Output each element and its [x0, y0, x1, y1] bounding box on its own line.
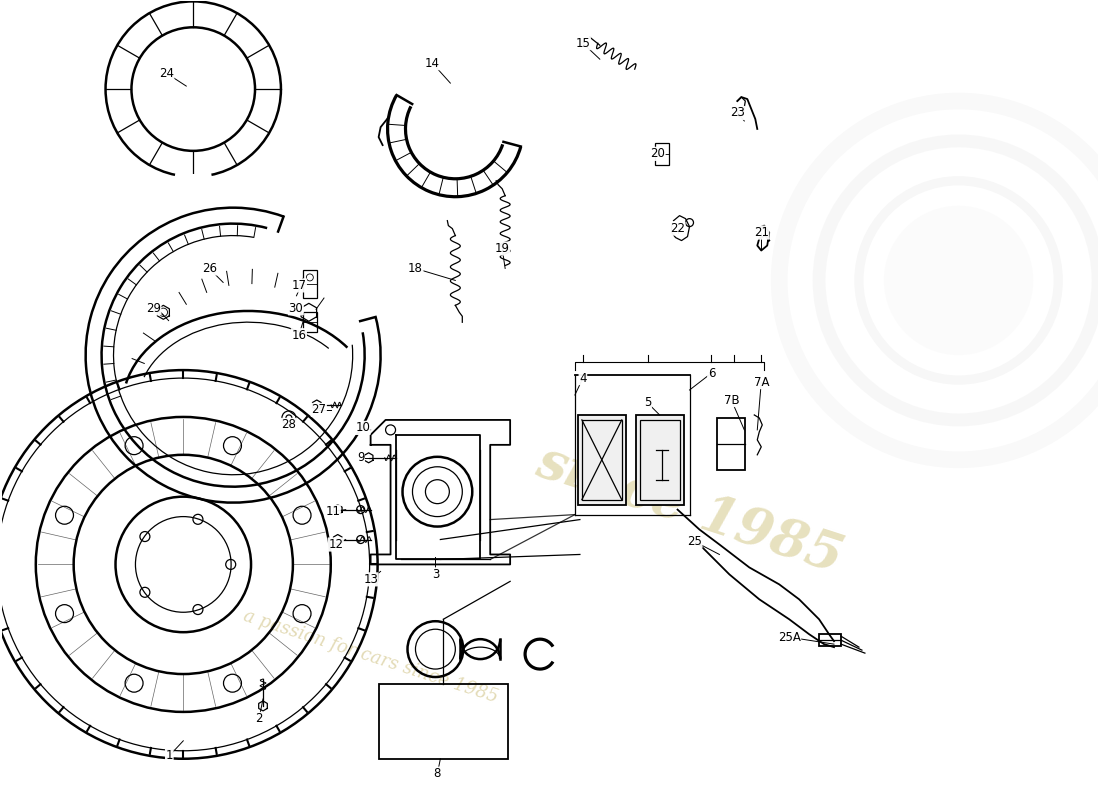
Text: 23: 23	[730, 106, 745, 119]
Bar	[640, 420, 680, 500]
Text: 19: 19	[495, 242, 509, 255]
Text: 26: 26	[201, 262, 217, 275]
Text: 11: 11	[326, 505, 340, 518]
Bar	[654, 143, 669, 165]
Text: 28: 28	[282, 418, 296, 431]
Text: 7B: 7B	[724, 394, 739, 406]
Text: 24: 24	[158, 66, 174, 80]
Text: 9: 9	[356, 451, 364, 464]
Text: 21: 21	[754, 226, 769, 239]
Text: 10: 10	[355, 422, 370, 434]
Text: 27: 27	[311, 403, 327, 417]
Text: 16: 16	[292, 329, 307, 342]
Bar	[820, 634, 842, 646]
Bar	[578, 415, 626, 505]
Text: 20: 20	[650, 147, 666, 160]
Text: 15: 15	[575, 37, 591, 50]
Text: 5: 5	[644, 397, 651, 410]
Text: since 1985: since 1985	[530, 436, 849, 583]
Bar	[582, 420, 621, 500]
Bar	[302, 270, 317, 298]
Bar	[636, 415, 683, 505]
Text: 12: 12	[328, 538, 343, 551]
Text: 25A: 25A	[778, 630, 801, 644]
Text: 14: 14	[425, 57, 440, 70]
Circle shape	[883, 206, 1033, 355]
Text: a passion for cars since 1985: a passion for cars since 1985	[241, 607, 500, 707]
Text: 6: 6	[707, 366, 715, 379]
Text: 22: 22	[670, 222, 685, 235]
Text: 3: 3	[431, 568, 439, 581]
Text: 13: 13	[363, 573, 378, 586]
Text: 29: 29	[146, 302, 161, 315]
Text: 17: 17	[292, 279, 307, 292]
Text: 1: 1	[166, 750, 173, 762]
Text: 4: 4	[579, 371, 586, 385]
Text: 18: 18	[408, 262, 422, 275]
Text: 2: 2	[255, 712, 263, 726]
Bar	[302, 312, 317, 332]
Text: 30: 30	[288, 302, 304, 315]
Text: 25: 25	[688, 535, 702, 548]
Text: 7A: 7A	[754, 375, 769, 389]
Text: 8: 8	[433, 767, 441, 780]
Bar	[378, 684, 508, 758]
Bar	[717, 418, 746, 470]
